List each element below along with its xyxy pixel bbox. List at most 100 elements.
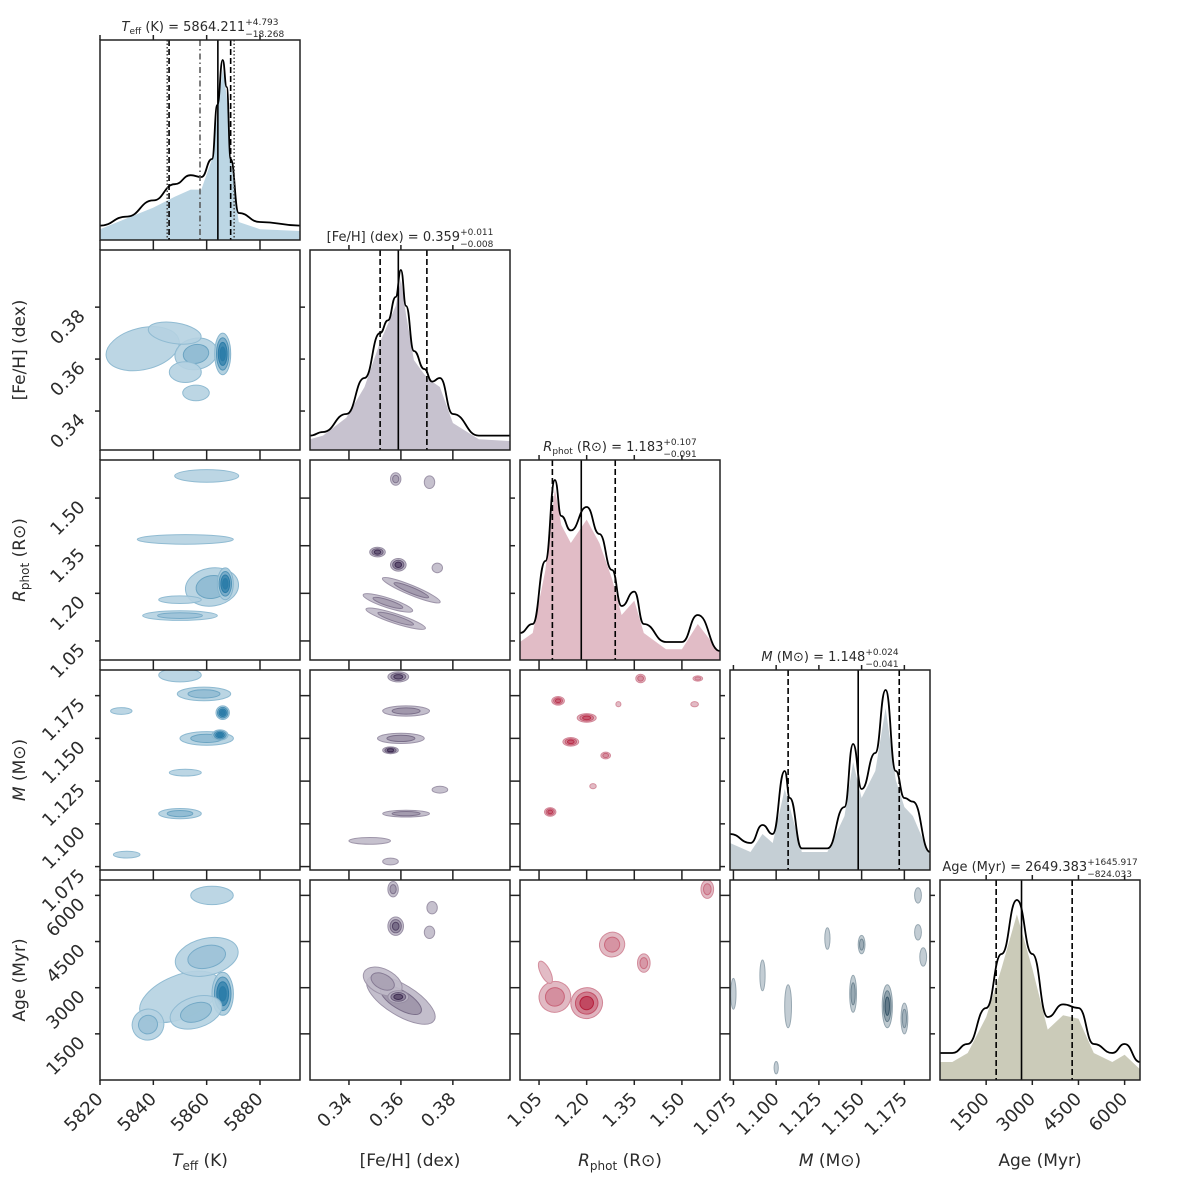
kde-line-rphot bbox=[520, 479, 720, 652]
panel-frame bbox=[729, 669, 931, 871]
panels-layer bbox=[95, 35, 1141, 1085]
x-tick-label-rphot: 1.35 bbox=[599, 1089, 642, 1132]
kde-line-teff bbox=[100, 59, 300, 227]
contour-level bbox=[158, 670, 202, 683]
contour-panel-mass-vs-teff bbox=[95, 665, 305, 875]
contour-level bbox=[222, 578, 229, 590]
histogram-mass bbox=[730, 708, 930, 870]
contour-level bbox=[219, 346, 226, 362]
x-tick-label-rphot: 1.20 bbox=[551, 1089, 594, 1132]
contour-level bbox=[391, 921, 400, 931]
panel-frame bbox=[519, 669, 721, 871]
contour-level bbox=[423, 475, 436, 490]
contour-level bbox=[166, 810, 194, 818]
contour-level bbox=[637, 675, 644, 682]
contour-level bbox=[639, 957, 649, 970]
x-tick-label-feh: 0.34 bbox=[313, 1089, 356, 1132]
kde-line-feh bbox=[310, 269, 510, 437]
contour-panel-rphot-vs-feh bbox=[305, 455, 515, 665]
histogram-age bbox=[940, 914, 1140, 1080]
y-tick-label-feh: 0.34 bbox=[46, 410, 89, 453]
contour-level bbox=[426, 901, 438, 915]
x-tick-label-teff: 5860 bbox=[167, 1089, 214, 1136]
contour-level bbox=[147, 321, 202, 345]
y-tick-label-mass: 1.125 bbox=[38, 780, 89, 831]
y-tick-label-rphot: 1.50 bbox=[46, 497, 89, 540]
panel-frame bbox=[729, 879, 931, 1081]
x-tick-label-age: 4500 bbox=[1039, 1089, 1086, 1136]
x-tick-label-teff: 5820 bbox=[60, 1089, 107, 1136]
x-tick-label-feh: 0.36 bbox=[365, 1089, 408, 1132]
y-tick-label-mass: 1.100 bbox=[38, 823, 89, 874]
contour-panel-age-vs-rphot bbox=[515, 875, 725, 1085]
contour-level bbox=[136, 534, 234, 545]
contour-level bbox=[394, 561, 403, 568]
contour-level bbox=[218, 986, 227, 1002]
y-tick-label-feh: 0.36 bbox=[46, 358, 89, 401]
x-axis-label-age: Age (Myr) bbox=[998, 1151, 1081, 1171]
contour-level bbox=[703, 883, 712, 896]
x-tick-label-mass: 1.100 bbox=[732, 1089, 783, 1140]
x-tick-label-rphot: 1.05 bbox=[503, 1089, 546, 1132]
contour-level bbox=[373, 549, 382, 555]
contour-level bbox=[784, 984, 792, 1029]
x-tick-label-mass: 1.175 bbox=[861, 1089, 912, 1140]
contour-level bbox=[602, 752, 610, 759]
contour-level bbox=[187, 944, 227, 970]
x-tick-label-mass: 1.150 bbox=[818, 1089, 869, 1140]
panel-frame bbox=[99, 669, 301, 871]
y-axis-label-feh: [Fe/H] (dex) bbox=[10, 300, 30, 401]
contour-level bbox=[216, 732, 224, 738]
contour-level bbox=[386, 734, 416, 743]
contour-level bbox=[431, 785, 449, 794]
contour-level bbox=[348, 837, 392, 845]
histogram-rphot bbox=[520, 489, 720, 660]
contour-level bbox=[850, 982, 856, 1006]
contour-level bbox=[391, 707, 421, 715]
panel-frame bbox=[309, 669, 511, 871]
contour-level bbox=[137, 1014, 159, 1035]
y-axis-label-rphot: Rphot (R⊙) bbox=[10, 518, 32, 602]
contour-level bbox=[554, 698, 562, 704]
x-tick-label-mass: 1.075 bbox=[690, 1089, 741, 1140]
contour-level bbox=[377, 611, 415, 626]
y-axis-label-age: Age (Myr) bbox=[10, 938, 30, 1021]
panel-title-age: Age (Myr) = 2649.383+1645.917 bbox=[942, 858, 1137, 875]
x-tick-label-rphot: 1.50 bbox=[646, 1089, 689, 1132]
contour-panel-rphot-vs-teff bbox=[95, 455, 305, 665]
panel-title-minus-mass: −0.041 bbox=[865, 660, 898, 670]
panel-frame bbox=[99, 249, 301, 451]
contour-level bbox=[393, 993, 404, 1001]
contour-level bbox=[773, 1061, 779, 1075]
x-tick-label-teff: 5840 bbox=[114, 1089, 161, 1136]
contour-level bbox=[431, 562, 443, 574]
contour-level bbox=[174, 469, 240, 483]
contour-level bbox=[589, 783, 597, 790]
contour-panel-feh-vs-teff bbox=[95, 245, 305, 455]
panel-frame bbox=[309, 249, 511, 451]
diag-panel-feh bbox=[309, 245, 511, 455]
contour-level bbox=[168, 768, 202, 777]
panel-title-rphot: Rphot (R⊙) = 1.183+0.107 bbox=[543, 438, 696, 457]
x-tick-label-age: 3000 bbox=[993, 1089, 1040, 1136]
contour-panel-age-vs-feh bbox=[305, 875, 515, 1085]
y-tick-label-mass: 1.175 bbox=[38, 694, 89, 745]
contour-panel-age-vs-mass bbox=[725, 875, 935, 1085]
titles-layer: Teff (K) = 5864.211+4.793−18.268 [Fe/H] (… bbox=[121, 18, 1137, 880]
contour-panel-age-vs-teff bbox=[95, 875, 305, 1085]
diag-panel-rphot bbox=[519, 455, 721, 665]
contour-level bbox=[423, 925, 436, 939]
panel-frame bbox=[99, 39, 301, 241]
panel-frame bbox=[99, 879, 301, 1081]
x-axis-label-rphot: Rphot (R⊙) bbox=[578, 1151, 662, 1173]
panel-title-minus-teff: −18.268 bbox=[245, 30, 284, 40]
diag-panel-mass bbox=[729, 665, 931, 875]
panel-title-minus-rphot: −0.091 bbox=[663, 450, 696, 460]
panel-frame bbox=[99, 459, 301, 661]
panel-title-mass: M (M⊙) = 1.148+0.024 bbox=[761, 648, 899, 665]
contour-level bbox=[389, 884, 397, 895]
y-tick-label-rphot: 1.35 bbox=[46, 544, 89, 587]
x-tick-label-age: 1500 bbox=[946, 1089, 993, 1136]
